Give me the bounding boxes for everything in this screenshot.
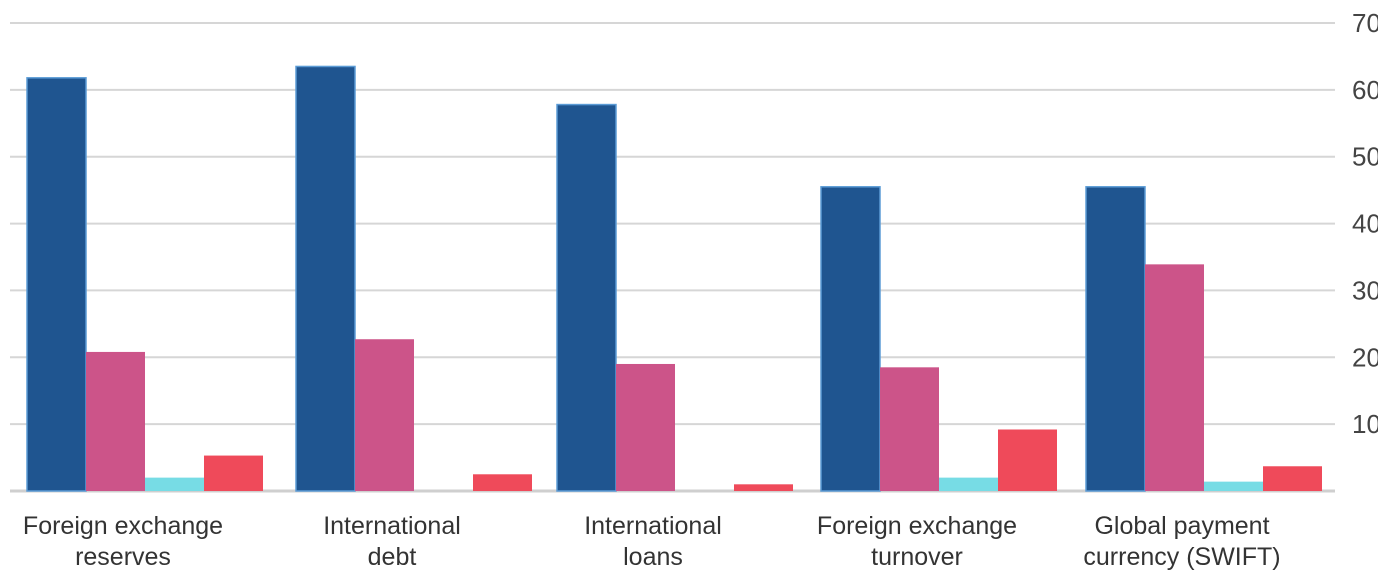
category-label-line: International: [584, 512, 722, 540]
y-tick-label: 10: [1352, 409, 1378, 439]
category-label-line: Global payment: [1094, 512, 1269, 540]
bar-series-2-1: [86, 351, 145, 491]
bar-series-4-1: [204, 455, 263, 491]
y-tick-label: 50: [1352, 142, 1378, 172]
bars: [26, 65, 1322, 492]
category-label-line: Foreign exchange: [23, 512, 223, 540]
bar-series-4-4: [998, 429, 1057, 491]
y-tick-label: 20: [1352, 342, 1378, 372]
bar-series-3-4: [939, 477, 998, 491]
bar-series-2-2: [355, 339, 414, 491]
bar-series-4-3: [734, 484, 793, 491]
category-label-5: Global payment currency (SWIFT): [1083, 512, 1280, 571]
category-label-line: Foreign exchange: [817, 512, 1017, 540]
category-labels: Foreign exchange reserves International deb…: [23, 512, 1281, 571]
bar-series-4-2: [473, 474, 532, 491]
category-label-3: International loans: [584, 512, 722, 571]
category-label-1: Foreign exchange reserves: [23, 512, 223, 571]
bar-series-1-3: [556, 103, 617, 492]
category-label-4: Foreign exchange turnover: [817, 512, 1017, 571]
y-tick-label: 30: [1352, 275, 1378, 305]
bar-series-2-4: [880, 367, 939, 491]
y-tick-label: 40: [1352, 209, 1378, 239]
category-label-line: debt: [368, 543, 417, 571]
y-tick-label: 60: [1352, 75, 1378, 105]
grid-lines: [10, 22, 1335, 493]
bar-series-1-4: [820, 186, 881, 492]
bar-series-1-2: [295, 65, 356, 492]
bar-series-3-1: [145, 477, 204, 491]
category-label-line: International: [323, 512, 461, 540]
bar-series-3-5: [1204, 481, 1263, 491]
bar-series-4-5: [1263, 466, 1322, 491]
bar-series-1-5: [1085, 186, 1146, 492]
y-tick-label: 70: [1352, 8, 1378, 38]
category-label-line: currency (SWIFT): [1083, 543, 1280, 571]
category-label-line: turnover: [871, 543, 963, 571]
bar-series-2-3: [616, 363, 675, 491]
bar-series-1-1: [26, 77, 87, 492]
category-label-line: reserves: [75, 543, 171, 571]
category-label-line: loans: [623, 543, 683, 571]
bar-series-2-5: [1145, 264, 1204, 491]
y-axis-tick-labels: 10 20 30 40 50 60 70: [1352, 8, 1378, 439]
category-label-2: International debt: [323, 512, 461, 571]
